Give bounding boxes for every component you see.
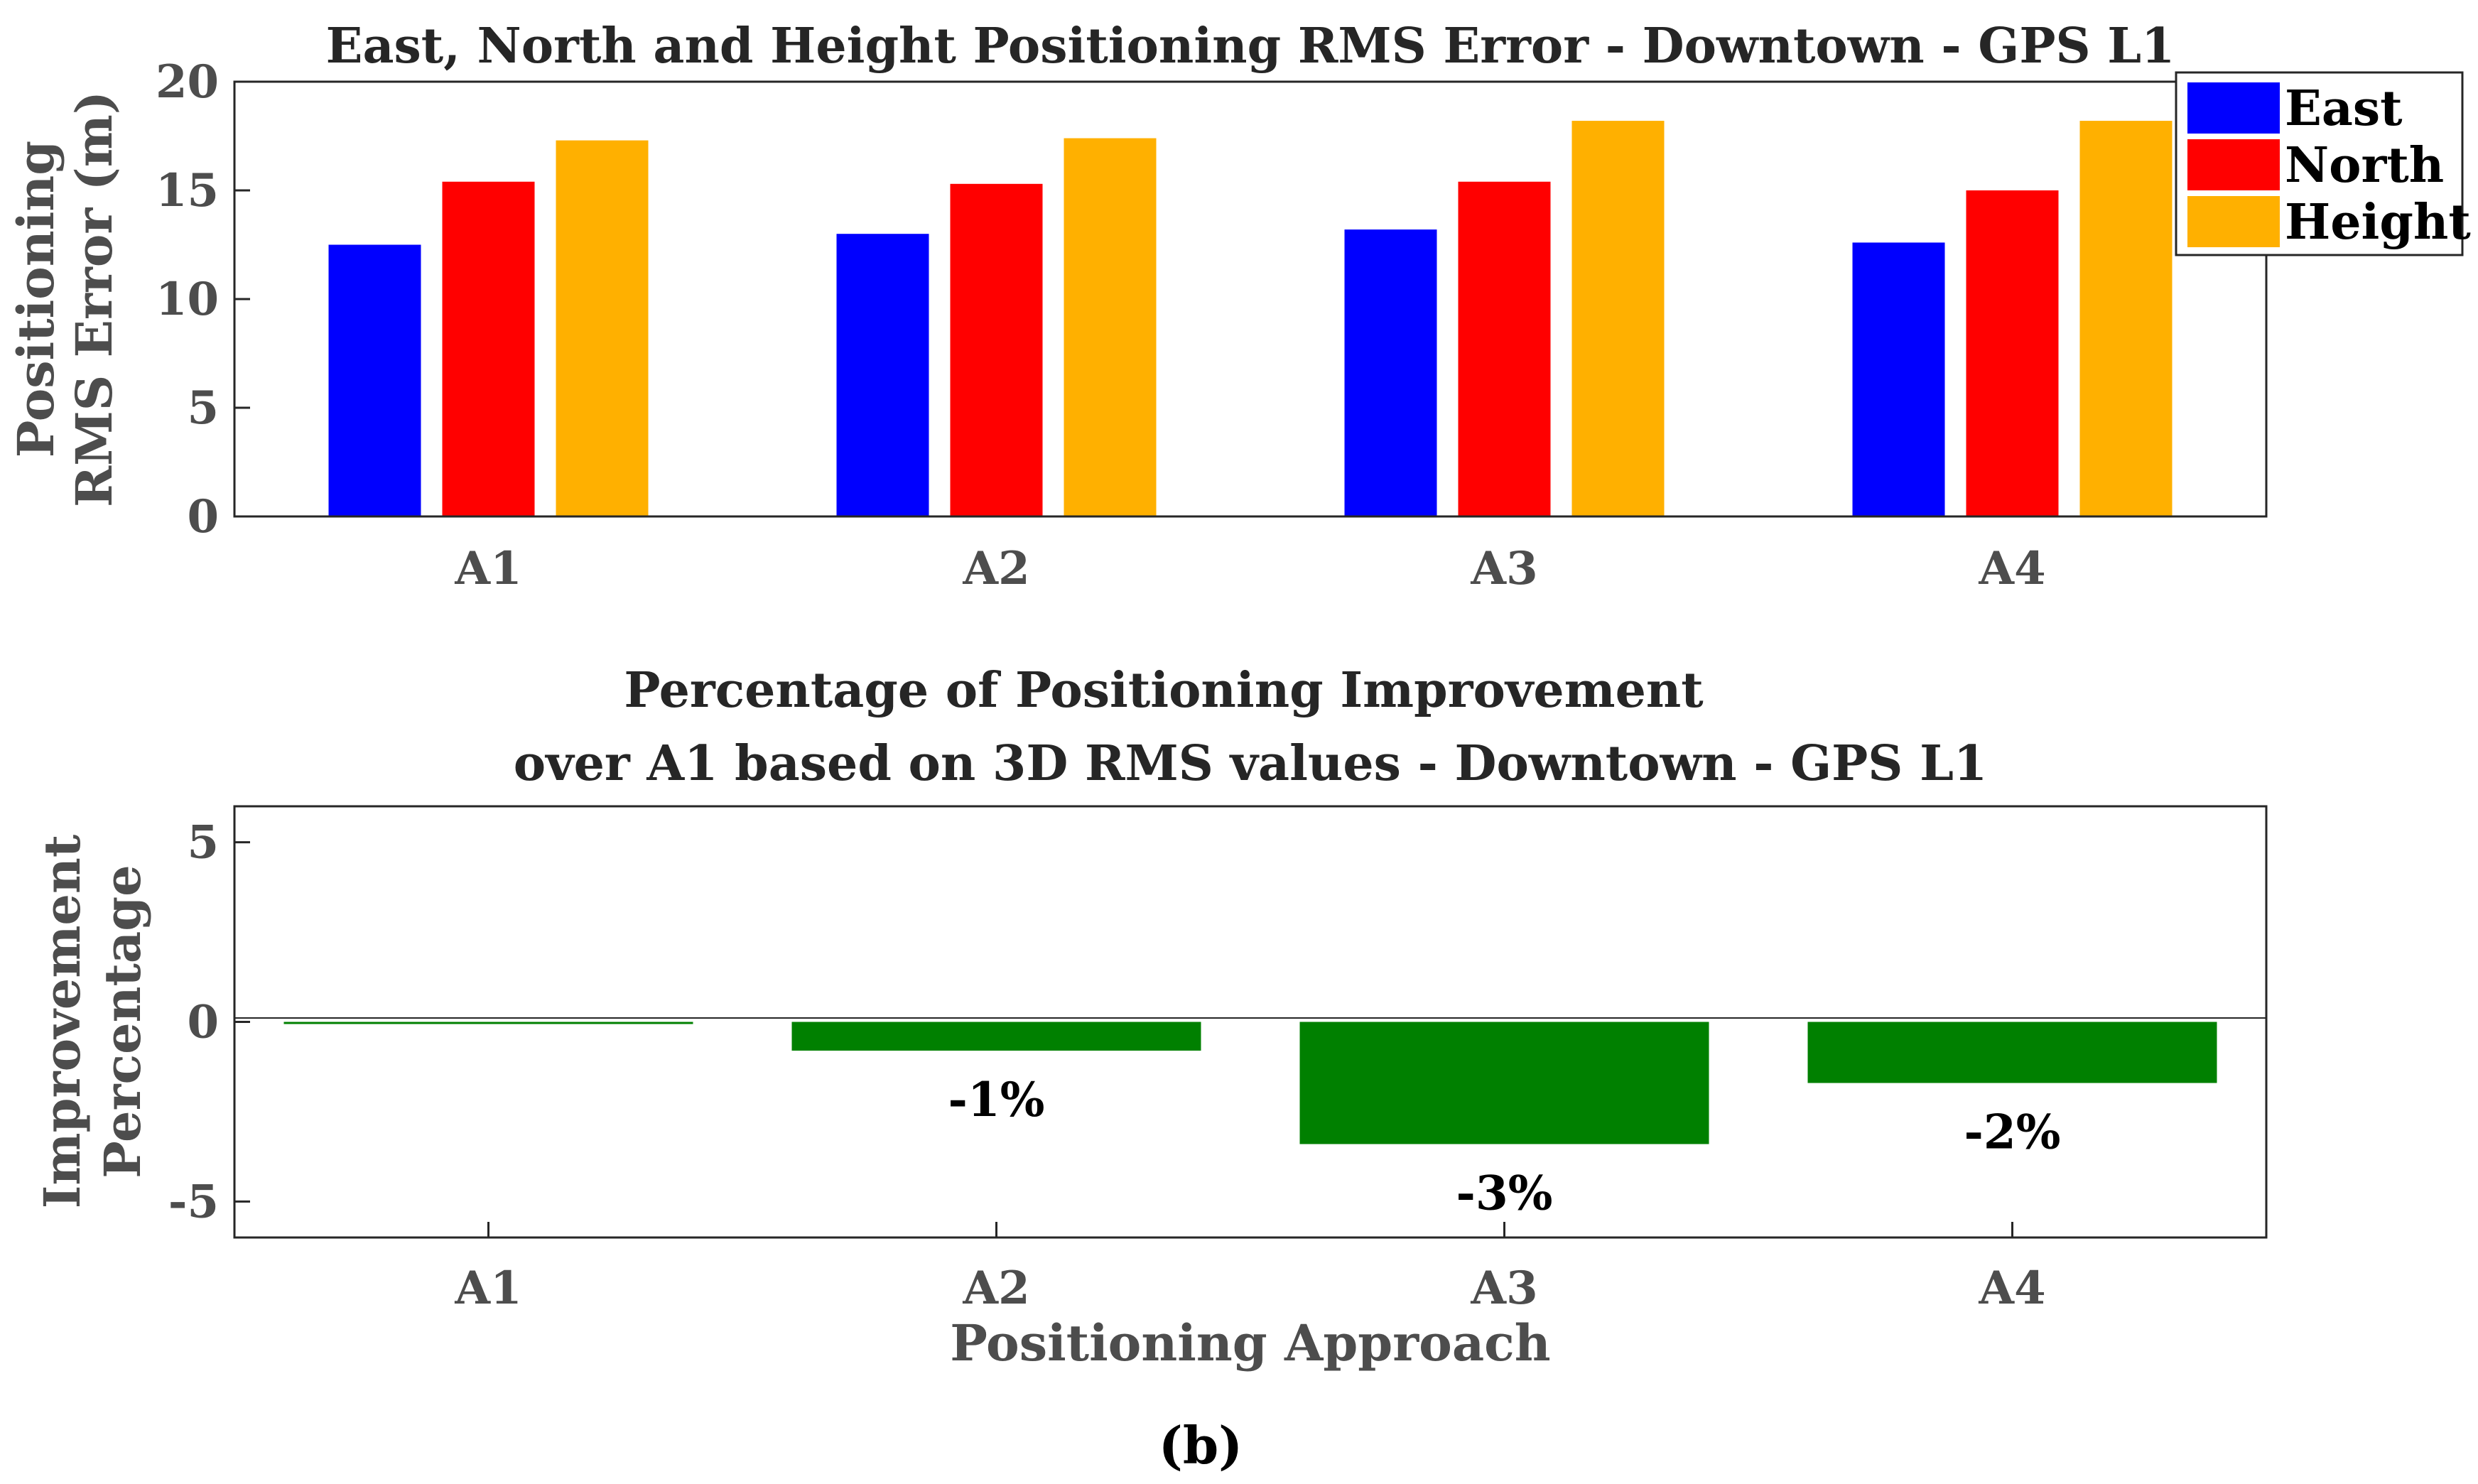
- chart1-bars: [328, 121, 2173, 516]
- caption-close: ): [1218, 1415, 1243, 1475]
- chart2-title-line2: over A1 based on 3D RMS values - Downtow…: [514, 735, 1987, 792]
- data-label-a2: -1%: [948, 1072, 1044, 1127]
- bar-height-a2: [1064, 138, 1157, 516]
- chart1-ylabel-line-1: Positioning: [6, 141, 65, 457]
- caption-open: (: [1159, 1415, 1183, 1475]
- bar-north-a1: [442, 181, 535, 516]
- chart1-ytick-label: 20: [156, 55, 219, 109]
- bar-east-a2: [836, 234, 929, 516]
- bar-east-a4: [1852, 242, 1945, 516]
- bar-east-a1: [328, 244, 421, 516]
- chart1-ytick-label: 5: [187, 381, 219, 435]
- chart2-xtick-label: A1: [454, 1262, 521, 1315]
- bar-improvement-a2: [791, 1022, 1201, 1051]
- figure-caption: (b): [1159, 1415, 1243, 1475]
- chart1-title: East, North and Height Positioning RMS E…: [326, 18, 2175, 75]
- chart2-bars: -1% -3% -2%: [283, 1022, 2217, 1220]
- chart2-ylabel-line-2: Percentage: [93, 865, 152, 1178]
- bar-height-a1: [556, 140, 649, 516]
- data-label-a4: -2%: [1964, 1104, 2060, 1159]
- legend-label-east: East: [2285, 80, 2403, 137]
- chart1-ticks: 0 5 10 15 20 A1 A2 A3 A4: [156, 55, 2046, 595]
- legend-swatch-height: [2187, 196, 2280, 247]
- caption-letter: b: [1183, 1415, 1218, 1475]
- chart1-xtick-label: A4: [1978, 542, 2045, 595]
- chart1-ytick-label: 10: [156, 273, 219, 326]
- legend-label-height: Height: [2285, 194, 2471, 251]
- chart2-axes-box: [233, 805, 2268, 1239]
- bar-improvement-a3: [1299, 1022, 1709, 1144]
- bar-improvement-a4: [1807, 1022, 2217, 1083]
- chart2-title-line1: Percentage of Positioning Improvement: [624, 662, 1704, 719]
- bar-north-a3: [1458, 181, 1551, 516]
- chart2-xlabel: Positioning Approach: [950, 1314, 1550, 1372]
- legend-label-north: North: [2285, 137, 2444, 194]
- chart2-ytick-label: 0: [187, 996, 219, 1049]
- bar-east-a3: [1344, 229, 1437, 516]
- improvement-chart: Percentage of Positioning Improvement ov…: [33, 662, 2268, 1372]
- bar-north-a4: [1966, 190, 2059, 516]
- chart1-xtick-label: A3: [1470, 542, 1537, 595]
- chart2-ytick-label: 5: [187, 816, 219, 870]
- rms-error-chart: East, North and Height Positioning RMS E…: [6, 18, 2471, 595]
- chart2-ticks: -5 0 5 A1 A2 A3 A4: [168, 816, 2046, 1315]
- chart2-ytick-label: -5: [168, 1175, 219, 1228]
- legend-swatch-north: [2187, 139, 2280, 190]
- chart2-ylabel: Improvement Percentage: [33, 835, 152, 1208]
- chart2-xtick-label: A4: [1978, 1262, 2045, 1315]
- chart1-ytick-label: 15: [156, 164, 219, 217]
- bar-improvement-a1: [283, 1022, 693, 1024]
- chart1-ylabel: Positioning RMS Error (m): [6, 91, 124, 507]
- chart2-xtick-label: A3: [1470, 1262, 1537, 1315]
- chart1-xtick-label: A2: [962, 542, 1029, 595]
- chart2-xtick-label: A2: [962, 1262, 1029, 1315]
- chart2-ylabel-line-1: Improvement: [33, 835, 92, 1208]
- bar-north-a2: [950, 183, 1043, 516]
- chart1-ylabel-line-2: RMS Error (m): [65, 91, 124, 507]
- chart1-axes-box: [233, 80, 2268, 518]
- chart1-xtick-label: A1: [454, 542, 521, 595]
- bar-height-a3: [1571, 121, 1665, 516]
- data-label-a3: -3%: [1456, 1165, 1552, 1220]
- chart1-ytick-label: 0: [187, 490, 219, 543]
- legend-swatch-east: [2187, 82, 2280, 134]
- bar-height-a4: [2079, 121, 2173, 516]
